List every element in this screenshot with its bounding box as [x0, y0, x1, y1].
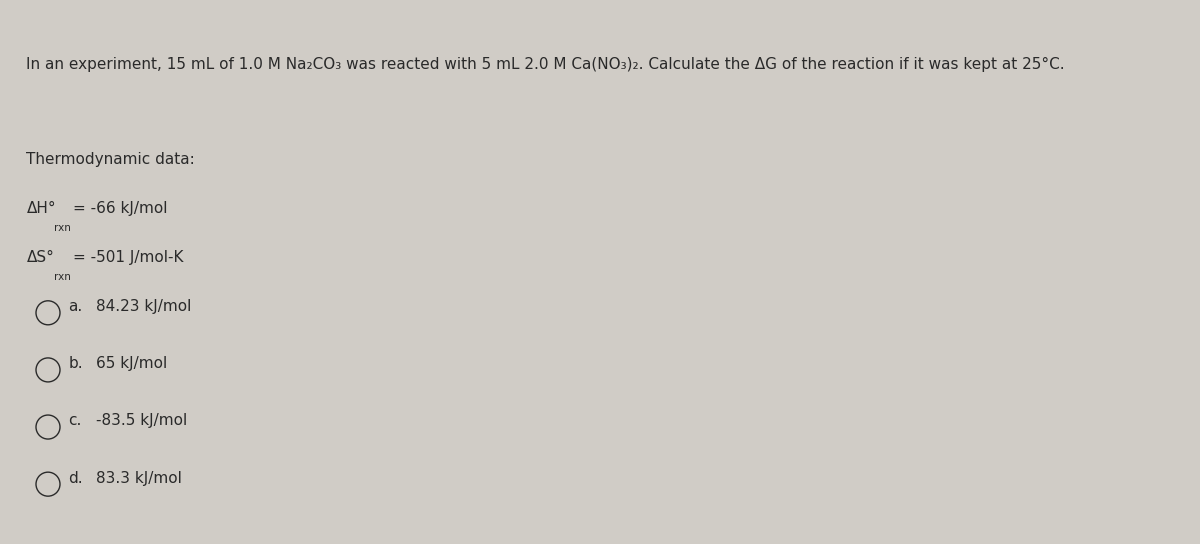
Text: 65 kJ/mol: 65 kJ/mol	[96, 356, 167, 372]
Text: ΔS°: ΔS°	[26, 250, 54, 265]
Text: -83.5 kJ/mol: -83.5 kJ/mol	[96, 413, 187, 429]
Text: rxn: rxn	[54, 223, 71, 233]
Text: rxn: rxn	[54, 272, 71, 282]
Text: d.: d.	[68, 471, 83, 486]
Text: 84.23 kJ/mol: 84.23 kJ/mol	[96, 299, 191, 314]
Text: a.: a.	[68, 299, 83, 314]
Text: Thermodynamic data:: Thermodynamic data:	[26, 152, 196, 168]
Text: b.: b.	[68, 356, 83, 372]
Text: ΔH°: ΔH°	[26, 201, 56, 217]
Text: = -66 kJ/mol: = -66 kJ/mol	[73, 201, 167, 217]
Text: = -501 J/mol-K: = -501 J/mol-K	[73, 250, 184, 265]
Text: 83.3 kJ/mol: 83.3 kJ/mol	[96, 471, 182, 486]
Text: c.: c.	[68, 413, 82, 429]
Text: In an experiment, 15 mL of 1.0 M Na₂CO₃ was reacted with 5 mL 2.0 M Ca(NO₃)₂. Ca: In an experiment, 15 mL of 1.0 M Na₂CO₃ …	[26, 57, 1066, 72]
